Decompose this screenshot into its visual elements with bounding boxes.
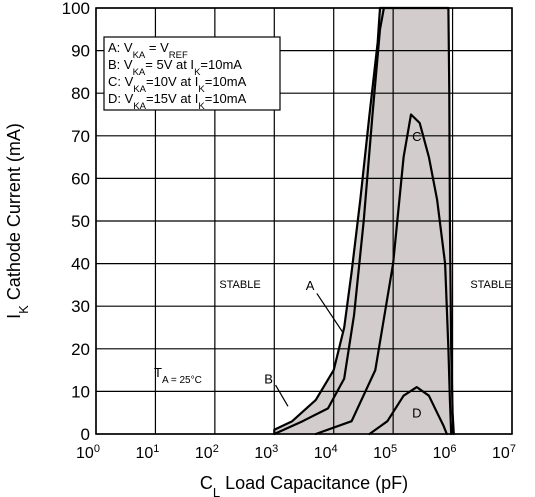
x-axis-label: CL Load Capacitance (pF)	[200, 473, 408, 497]
curve-label-c: C	[412, 129, 421, 144]
y-axis-label: IK Cathode Current (mA)	[4, 123, 31, 319]
series-line-c	[314, 113, 453, 436]
legend-entry: A: VKA = VREF	[108, 40, 188, 61]
x-tick-label: 104	[314, 443, 338, 462]
temperature-annotation: TA = 25°C	[154, 365, 202, 386]
stable-label-left: STABLE	[219, 279, 260, 291]
legend-entry: D: VKA=15V at IK=10mA	[108, 91, 247, 112]
stable-label-right: STABLE	[470, 279, 511, 291]
y-tick-label: 20	[71, 340, 90, 359]
tick-label-layer: 0 10 20 30 40 50 60 70 80 90 100 100 101 102 103 104 105…	[62, 0, 516, 462]
y-tick-label: 60	[71, 169, 90, 188]
x-tick-label: 101	[135, 443, 159, 462]
y-tick-label: 30	[71, 297, 90, 316]
x-tick-label: 105	[373, 443, 397, 462]
annotation-layer: STABLE STABLE TA = 25°C A B C D	[154, 129, 512, 421]
series-line-b	[273, 6, 385, 436]
curve-label-d: D	[412, 406, 421, 421]
y-tick-label: 0	[81, 425, 90, 444]
curve-layer	[273, 6, 455, 436]
y-tick-label: 50	[71, 212, 90, 231]
y-tick-label: 70	[71, 127, 90, 146]
y-tick-label: 80	[71, 84, 90, 103]
leader-line-a	[316, 293, 343, 333]
y-tick-label: 10	[71, 382, 90, 401]
x-tick-label: 106	[433, 443, 457, 462]
grid-layer	[95, 7, 513, 435]
legend-box	[103, 36, 281, 111]
x-tick-label: 100	[76, 443, 100, 462]
legend-entry: B: VKA= 5V at IK=10mA	[108, 57, 242, 78]
curve-label-b: B	[264, 372, 273, 387]
x-tick-label: 107	[492, 443, 516, 462]
x-tick-label: 102	[195, 443, 219, 462]
x-tick-label: 103	[254, 443, 278, 462]
series-line-a	[273, 6, 455, 436]
curve-label-a: A	[306, 278, 315, 293]
leader-line-b	[275, 384, 289, 407]
legend-entry: C: VKA=10V at IK=10mA	[108, 74, 247, 95]
series-line-d	[368, 386, 448, 436]
y-tick-label: 40	[71, 255, 90, 274]
axis-label-layer: CL Load Capacitance (pF) IK Cathode Curre…	[4, 123, 408, 497]
y-tick-label: 100	[62, 0, 90, 18]
plot-frame	[95, 7, 513, 435]
y-tick-label: 90	[71, 42, 90, 61]
